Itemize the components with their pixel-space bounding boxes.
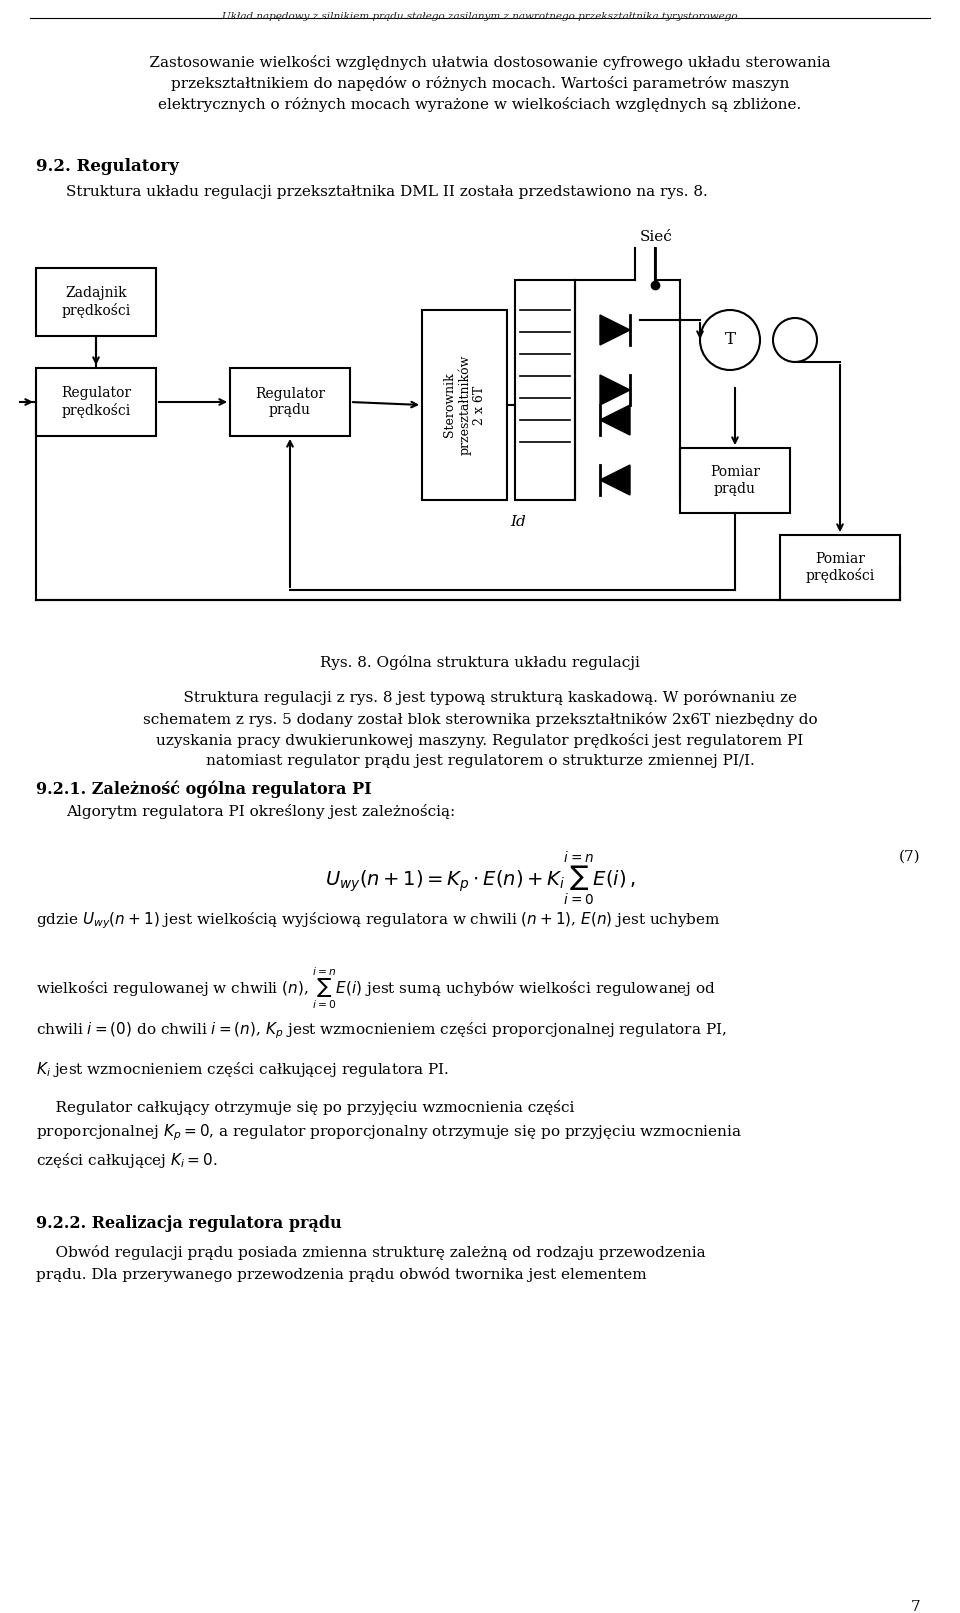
Text: $U_{wy}\left(n+1\right) = K_p \cdot E(n) + K_i \sum_{i=0}^{i=n} E(i)\,,$: $U_{wy}\left(n+1\right) = K_p \cdot E(n)… xyxy=(324,850,636,908)
Text: 9.2.1. Zależność ogólna regulatora PI: 9.2.1. Zależność ogólna regulatora PI xyxy=(36,781,372,797)
Text: (7): (7) xyxy=(899,850,920,865)
Text: Pomiar
prędkości: Pomiar prędkości xyxy=(805,552,875,584)
Bar xyxy=(36,268,156,336)
Text: Algorytm regulatora PI określony jest zależnością:: Algorytm regulatora PI określony jest za… xyxy=(66,803,455,819)
Text: Struktura układu regulacji przekształtnika DML II została przedstawiono na rys. : Struktura układu regulacji przekształtni… xyxy=(66,185,708,198)
Text: Regulator całkujący otrzymuje się po przyjęciu wzmocnienia części
proporcjonalne: Regulator całkujący otrzymuje się po prz… xyxy=(36,1100,742,1169)
Text: T: T xyxy=(725,332,735,348)
Bar xyxy=(36,368,156,436)
Text: chwili $i=\left(0\right)$ do chwili $i=\left(n\right)$, $K_p$ jest wzmocnieniem : chwili $i=\left(0\right)$ do chwili $i=\… xyxy=(36,1019,727,1040)
Text: Sieć: Sieć xyxy=(640,231,673,244)
Polygon shape xyxy=(600,374,630,405)
Text: $K_i$ jest wzmocnieniem części całkującej regulatora PI.: $K_i$ jest wzmocnieniem części całkujące… xyxy=(36,1060,449,1079)
Text: Układ napędowy z silnikiem prądu stałego zasilanym z nawrotnego przekształtnika : Układ napędowy z silnikiem prądu stałego… xyxy=(222,11,738,21)
Text: 9.2.2. Realizacja regulatora prądu: 9.2.2. Realizacja regulatora prądu xyxy=(36,1215,342,1232)
Polygon shape xyxy=(600,465,630,495)
Text: Id: Id xyxy=(510,515,526,529)
Text: 7: 7 xyxy=(910,1600,920,1613)
Text: Struktura regulacji z rys. 8 jest typową strukturą kaskadową. W porównaniu ze
sc: Struktura regulacji z rys. 8 jest typową… xyxy=(143,690,817,768)
Bar xyxy=(780,536,900,600)
Bar xyxy=(680,448,790,513)
Bar xyxy=(422,310,507,500)
Text: Pomiar
prądu: Pomiar prądu xyxy=(710,466,760,495)
Text: Zastosowanie wielkości względnych ułatwia dostosowanie cyfrowego układu sterowan: Zastosowanie wielkości względnych ułatwi… xyxy=(130,55,830,111)
Polygon shape xyxy=(600,315,630,345)
Polygon shape xyxy=(600,405,630,436)
Text: Rys. 8. Ogólna struktura układu regulacji: Rys. 8. Ogólna struktura układu regulacj… xyxy=(320,655,640,669)
Text: Sterownik
przeształtników
2 x 6T: Sterownik przeształtników 2 x 6T xyxy=(443,355,487,455)
Text: gdzie $U_{wy}\left(n+1\right)$ jest wielkością wyjściową regulatora w chwili $\l: gdzie $U_{wy}\left(n+1\right)$ jest wiel… xyxy=(36,910,721,931)
Bar xyxy=(515,281,575,500)
Bar xyxy=(230,368,350,436)
Text: Obwód regulacji prądu posiada zmienna strukturę zależną od rodzaju przewodzenia
: Obwód regulacji prądu posiada zmienna st… xyxy=(36,1245,706,1282)
Text: Regulator
prędkości: Regulator prędkości xyxy=(60,386,132,418)
Text: Zadajnik
prędkości: Zadajnik prędkości xyxy=(61,286,131,318)
Text: Regulator
prądu: Regulator prądu xyxy=(255,387,325,418)
Text: 9.2. Regulatory: 9.2. Regulatory xyxy=(36,158,179,174)
Text: wielkości regulowanej w chwili $\left(n\right)$, $\sum_{i=0}^{i=n} E(i)$ jest su: wielkości regulowanej w chwili $\left(n\… xyxy=(36,965,716,1010)
